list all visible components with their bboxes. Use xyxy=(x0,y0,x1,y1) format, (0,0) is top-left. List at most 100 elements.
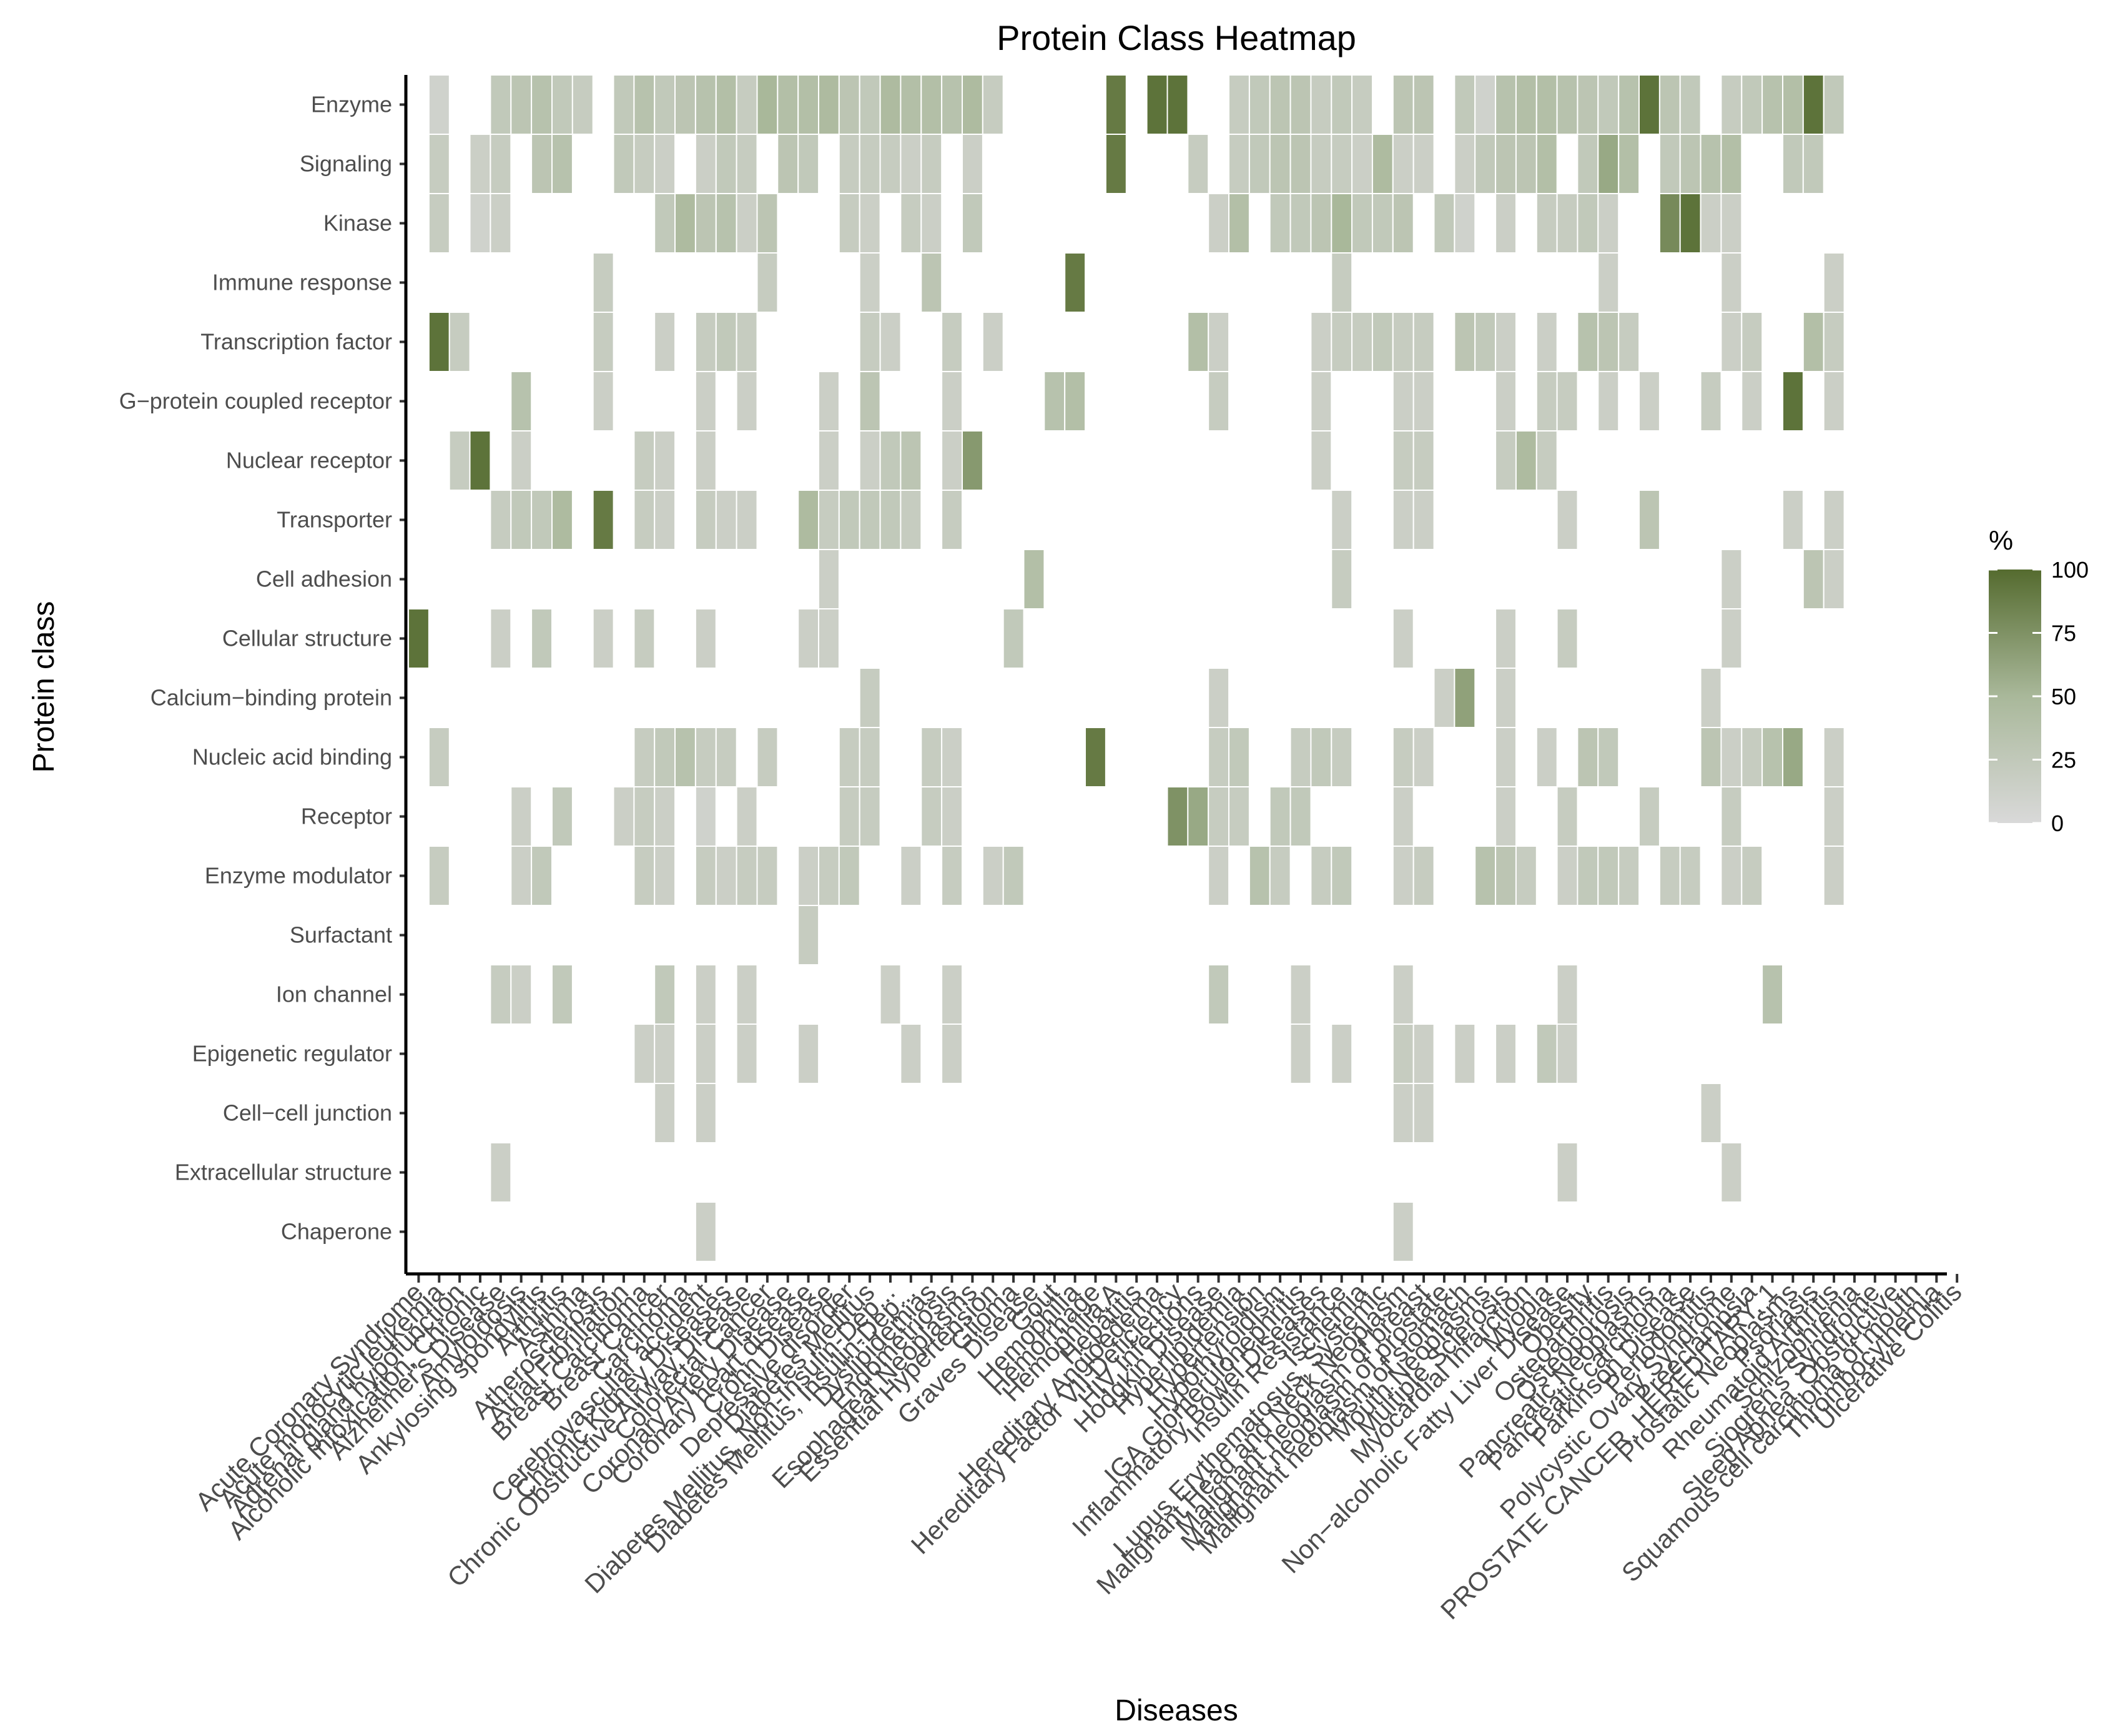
heatmap-cell xyxy=(1208,846,1230,906)
heatmap-cell xyxy=(1495,430,1517,491)
heatmap-cell xyxy=(1515,74,1537,135)
heatmap-cell xyxy=(1289,727,1312,787)
heatmap-cell xyxy=(1228,786,1250,847)
heatmap-cell xyxy=(1495,727,1517,787)
heatmap-cell xyxy=(941,430,963,491)
heatmap-cell xyxy=(469,430,491,491)
heatmap-cell xyxy=(1289,74,1312,135)
heatmap-cell xyxy=(633,786,656,847)
heatmap-cell xyxy=(694,430,717,491)
heatmap-cell xyxy=(1248,846,1271,906)
heatmap-cell xyxy=(797,905,820,965)
heatmap-cell xyxy=(818,846,840,906)
heatmap-cell xyxy=(715,193,737,254)
heatmap-cell xyxy=(1187,134,1209,194)
heatmap-cell xyxy=(694,964,717,1025)
heatmap-cell xyxy=(633,134,656,194)
y-tick-label: Ion channel xyxy=(276,982,392,1007)
heatmap-cell xyxy=(1351,74,1374,135)
heatmap-cell xyxy=(510,846,533,906)
legend-tick-label: 50 xyxy=(2051,684,2076,709)
heatmap-cell xyxy=(1515,846,1537,906)
heatmap-cell xyxy=(551,134,573,194)
heatmap-cell xyxy=(1556,1023,1579,1084)
heatmap-cell xyxy=(859,312,881,372)
heatmap-cell xyxy=(1761,74,1784,135)
heatmap-cell xyxy=(1556,786,1579,847)
heatmap-cell xyxy=(1577,312,1599,372)
heatmap-cell xyxy=(736,193,758,254)
heatmap-cell xyxy=(490,193,512,254)
heatmap-cell xyxy=(900,490,922,550)
y-tick-label: Cell−cell junction xyxy=(223,1100,392,1126)
heatmap-cell xyxy=(694,727,717,787)
heatmap-cell xyxy=(1371,193,1394,254)
heatmap-cell xyxy=(1700,193,1722,254)
heatmap-cell xyxy=(1310,134,1332,194)
heatmap-cell xyxy=(1720,74,1743,135)
heatmap-cell xyxy=(1535,371,1558,432)
heatmap-cell xyxy=(1248,134,1271,194)
heatmap-cell xyxy=(859,74,881,135)
heatmap-cell xyxy=(797,490,820,550)
heatmap-cell xyxy=(1392,1083,1414,1143)
heatmap-cell xyxy=(490,964,512,1025)
heatmap-cell xyxy=(1105,134,1127,194)
heatmap-cell xyxy=(694,193,717,254)
heatmap-cell xyxy=(613,74,635,135)
heatmap-cell xyxy=(920,193,943,254)
heatmap-cell xyxy=(900,134,922,194)
heatmap-cell xyxy=(1454,193,1476,254)
heatmap-cell xyxy=(1535,312,1558,372)
heatmap-cell xyxy=(1618,74,1640,135)
heatmap-cell xyxy=(879,490,902,550)
heatmap-cell xyxy=(1331,846,1353,906)
heatmap-cell xyxy=(859,193,881,254)
heatmap-cell xyxy=(1597,727,1620,787)
heatmap-cell xyxy=(1720,252,1743,313)
y-tick-label: Surfactant xyxy=(290,922,392,948)
heatmap-cell xyxy=(797,134,820,194)
heatmap-cell xyxy=(510,964,533,1025)
heatmap-cell xyxy=(900,74,922,135)
heatmap-cell xyxy=(1823,727,1845,787)
heatmap-cell xyxy=(1741,74,1763,135)
heatmap-cell xyxy=(941,846,963,906)
heatmap-cell xyxy=(797,1023,820,1084)
heatmap-cell xyxy=(1371,312,1394,372)
heatmap-cell xyxy=(941,312,963,372)
heatmap-cell xyxy=(1371,134,1394,194)
heatmap-cell xyxy=(1412,312,1435,372)
heatmap-cell xyxy=(1474,134,1497,194)
heatmap-cell xyxy=(1392,846,1414,906)
y-tick-label: Receptor xyxy=(301,804,392,829)
heatmap-cell xyxy=(1556,964,1579,1025)
heatmap-cell xyxy=(1495,846,1517,906)
heatmap-cell xyxy=(694,74,717,135)
heatmap-cell xyxy=(654,490,676,550)
heatmap-cell xyxy=(1310,727,1332,787)
heatmap-cell xyxy=(879,74,902,135)
heatmap-cell xyxy=(531,490,553,550)
heatmap-cell xyxy=(1105,74,1127,135)
heatmap-cell xyxy=(1515,134,1537,194)
heatmap-cell xyxy=(1597,312,1620,372)
heatmap-cell xyxy=(1495,134,1517,194)
heatmap-cell xyxy=(1802,549,1825,609)
heatmap-cell xyxy=(1577,727,1599,787)
heatmap-cell xyxy=(818,490,840,550)
heatmap-cell xyxy=(1269,846,1291,906)
heatmap-cell xyxy=(1741,312,1763,372)
heatmap-cell xyxy=(1495,193,1517,254)
heatmap-cell xyxy=(1310,371,1332,432)
heatmap-cell xyxy=(1535,134,1558,194)
heatmap-cell xyxy=(818,74,840,135)
heatmap-cell xyxy=(1269,193,1291,254)
heatmap-cell xyxy=(694,371,717,432)
y-tick-label: Extracellular structure xyxy=(175,1160,392,1185)
y-tick-label: G−protein coupled receptor xyxy=(119,388,392,414)
heatmap-cell xyxy=(1392,964,1414,1025)
heatmap-cell xyxy=(920,134,943,194)
heatmap-cell xyxy=(715,74,737,135)
heatmap-cell xyxy=(838,134,860,194)
